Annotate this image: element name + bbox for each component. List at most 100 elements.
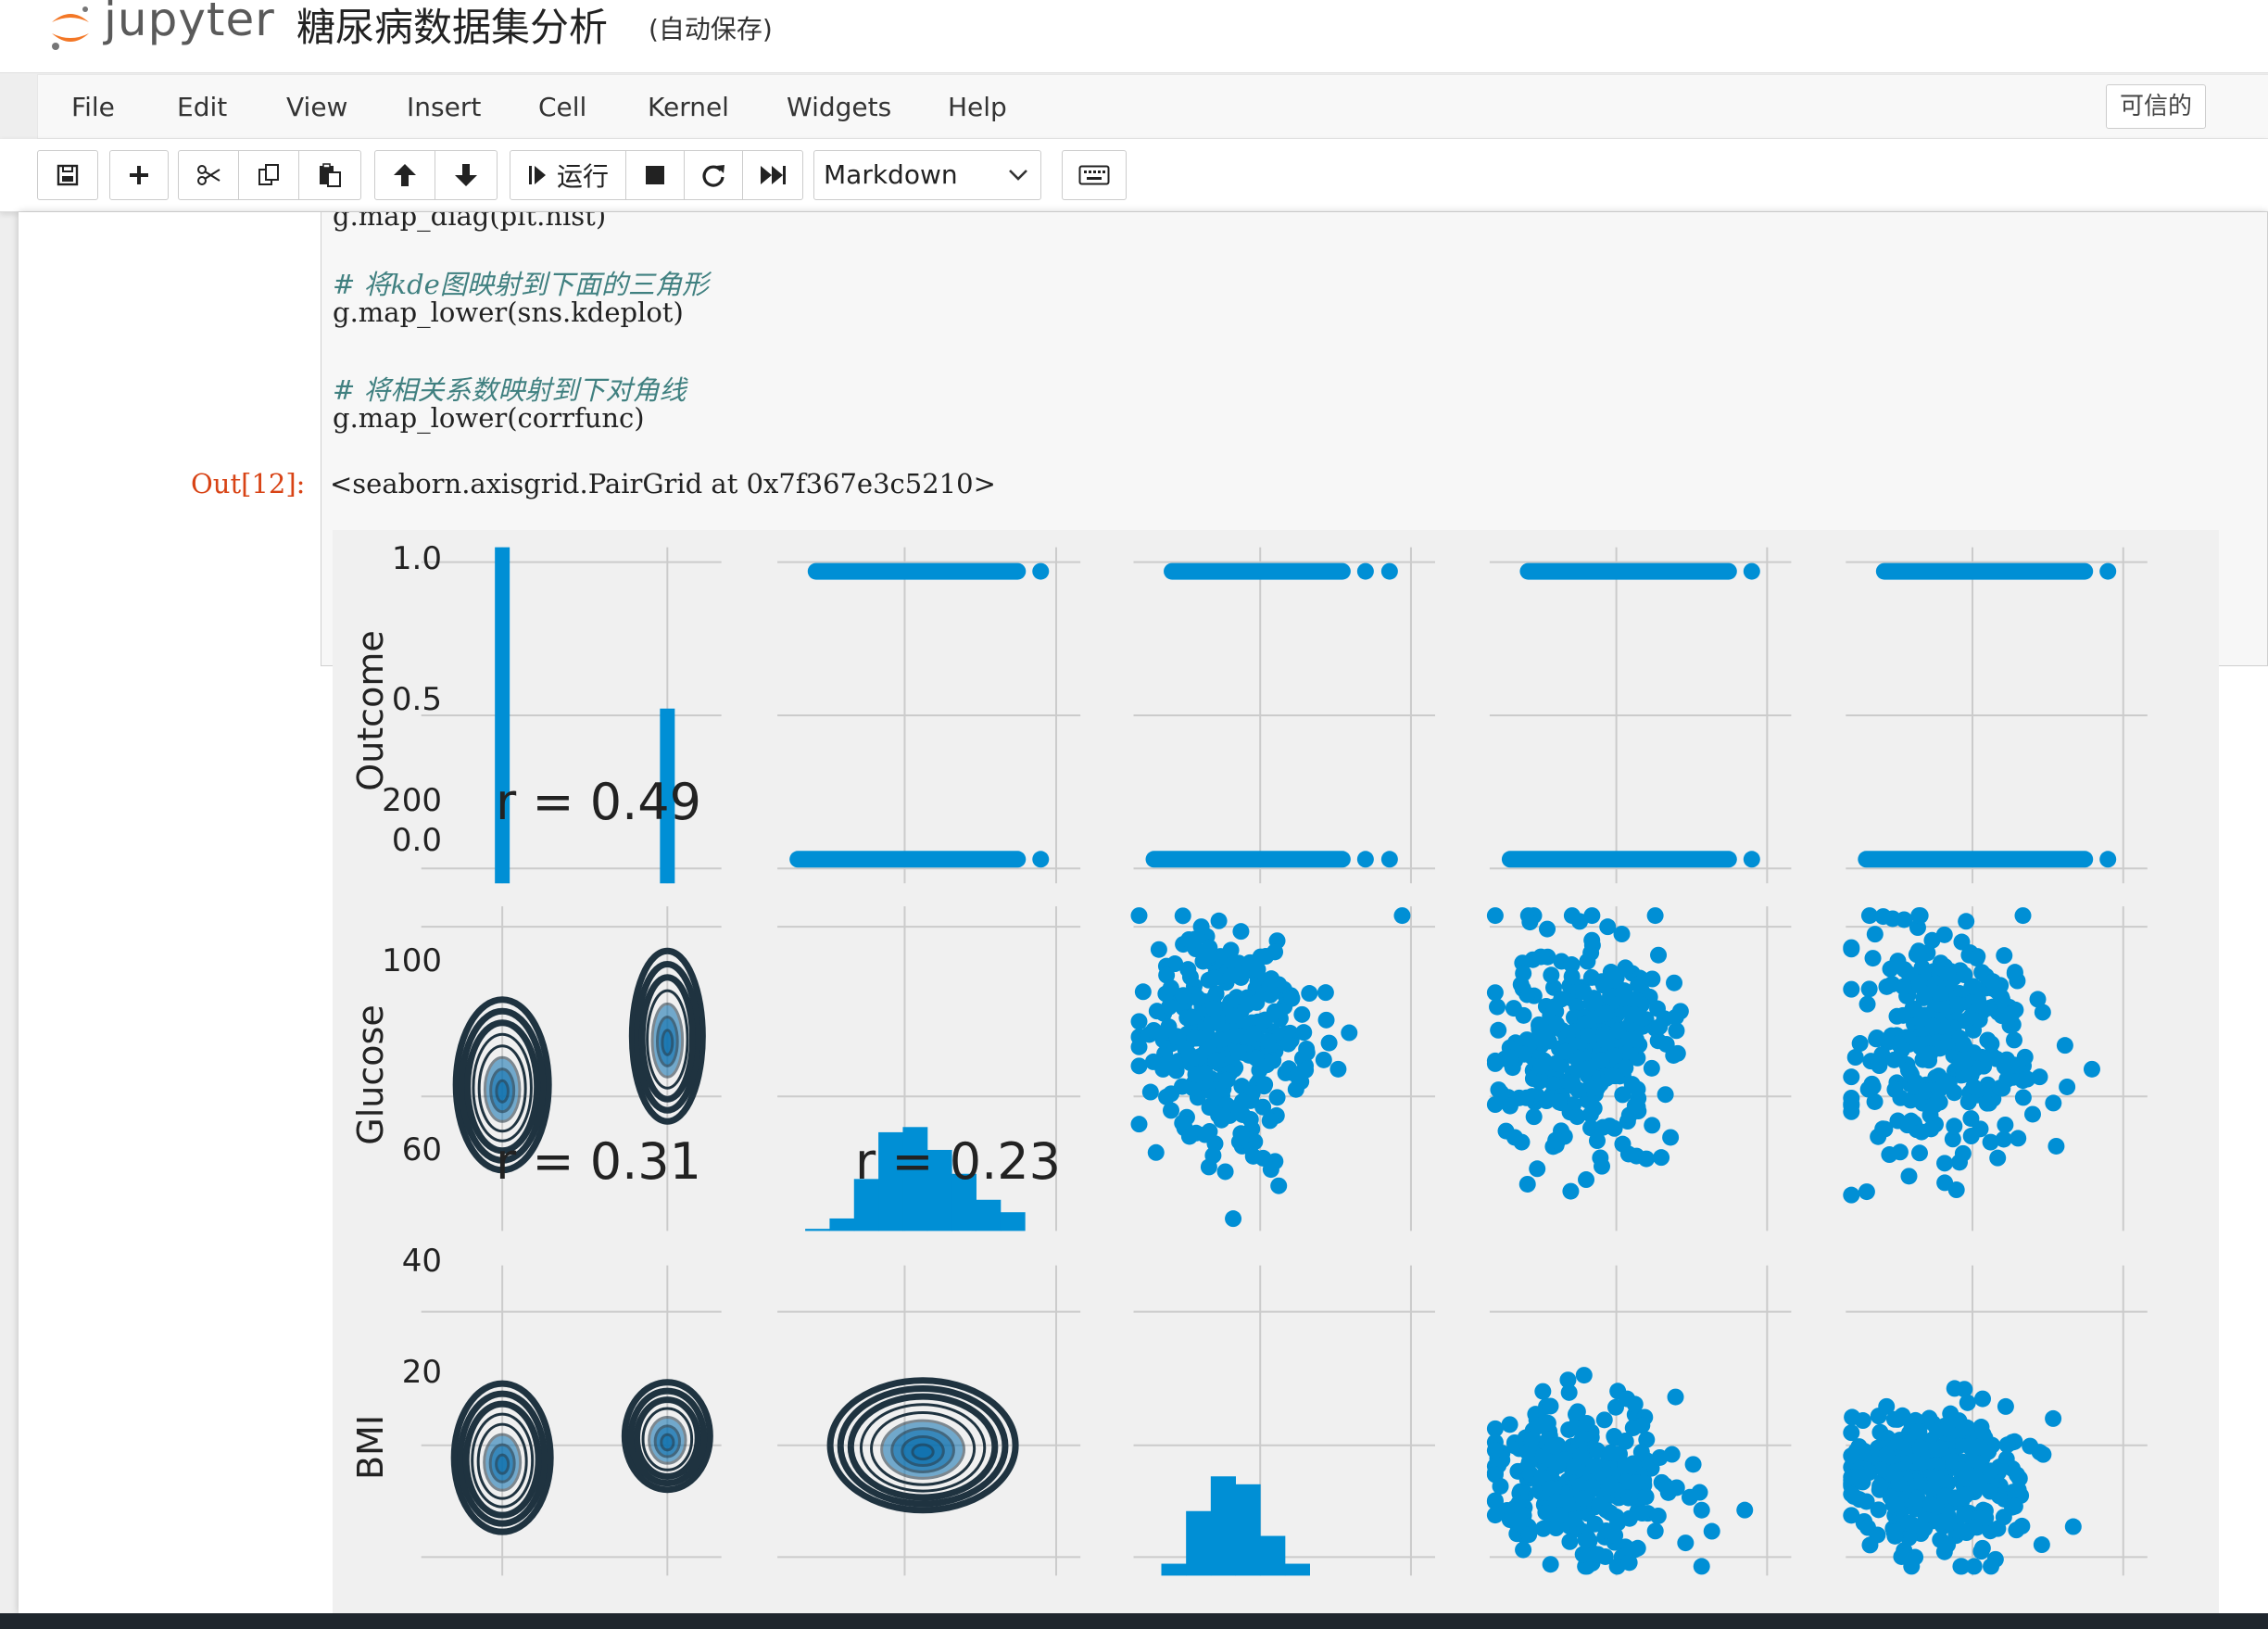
hist-bar (1235, 1484, 1261, 1576)
scatter-point (1492, 1477, 1509, 1495)
scatter-point (1256, 1076, 1274, 1093)
kde-contour (911, 1443, 935, 1461)
interrupt-button[interactable] (625, 150, 685, 200)
scatter-point (1606, 1398, 1624, 1416)
scatter-point (1885, 1523, 1903, 1541)
scatter-point (1162, 979, 1179, 997)
y-tick-label: 200 (382, 782, 442, 819)
scatter-point (1130, 1038, 1148, 1055)
hist-bar (878, 1131, 903, 1231)
scatter-point (1145, 1021, 1163, 1039)
kde-contour (495, 1453, 510, 1475)
scatter-point (1547, 1493, 1565, 1510)
scatter-point (1677, 1534, 1695, 1552)
menu-help[interactable]: Help (948, 92, 1007, 122)
scatter-point (1858, 1493, 1875, 1510)
scatter-point (1851, 1465, 1869, 1483)
hist-bar (1161, 1563, 1187, 1576)
scatter-point (1874, 908, 1892, 926)
scatter-point (1602, 1444, 1619, 1461)
scatter-point (1597, 1004, 1615, 1022)
scatter-point (1523, 1431, 1541, 1448)
scatter-point (1506, 1129, 1523, 1146)
scatter-point (1582, 994, 1600, 1012)
scatter-point (1207, 1052, 1225, 1069)
menu-view[interactable]: View (286, 92, 348, 122)
scatter-point (1982, 1462, 1999, 1480)
scatter-point (1534, 1383, 1552, 1400)
kde-contour (476, 1422, 528, 1500)
scatter-point (1894, 1407, 1911, 1424)
scatter-point (1633, 1505, 1651, 1522)
jupyter-logo-icon[interactable] (44, 0, 96, 56)
scatter-point (1609, 1022, 1627, 1040)
scatter-point (2048, 1137, 2065, 1155)
scatter-point (1560, 1383, 1578, 1401)
scatter-point (1203, 1013, 1221, 1030)
copy-button[interactable] (238, 150, 299, 200)
scatter-point (1561, 1533, 1579, 1550)
scatter-point (1578, 1171, 1595, 1189)
menu-file[interactable]: File (71, 92, 115, 122)
menu-edit[interactable]: Edit (177, 92, 228, 122)
scatter-point (1684, 1456, 1702, 1473)
kde-contour (633, 1396, 701, 1480)
scatter-point (1585, 1458, 1603, 1475)
scatter-point (1529, 1160, 1546, 1178)
scatter-point (1870, 1501, 1887, 1519)
scatter-point (1903, 1552, 1921, 1570)
restart-run-all-button[interactable] (742, 150, 803, 200)
scatter-point (1884, 1496, 1902, 1513)
scatter-point (2045, 1094, 2062, 1112)
scatter-point (1954, 1144, 1972, 1162)
scatter-point (1315, 1051, 1332, 1068)
scatter-point (1531, 1417, 1548, 1434)
scatter-point (1693, 1558, 1710, 1575)
scatter-point (1995, 1130, 2012, 1148)
scatter-point (1997, 1397, 2014, 1415)
scatter-point (1502, 1049, 1519, 1067)
scatter-point (1644, 1117, 1661, 1134)
move-down-button[interactable] (435, 150, 498, 200)
run-button[interactable]: 运行 (510, 150, 626, 200)
save-button[interactable] (37, 150, 98, 200)
scatter-point (1130, 1013, 1148, 1030)
scatter-point (1646, 907, 1664, 925)
scatter-point (1563, 967, 1581, 985)
cell-type-select[interactable]: Markdown (813, 150, 1041, 200)
scatter-point (1130, 1057, 1148, 1075)
menu-widgets[interactable]: Widgets (787, 92, 892, 122)
fast-forward-icon (761, 166, 786, 184)
scatter-point (1297, 1061, 1315, 1079)
scatter-point (1174, 907, 1191, 925)
paste-button[interactable] (298, 150, 361, 200)
jupyter-brand[interactable]: jupyter (104, 0, 275, 46)
code-comment: # 将kde图映射到下面的三角形 (333, 269, 709, 300)
scatter-point (1614, 1135, 1632, 1153)
trusted-indicator[interactable]: 可信的 (2106, 84, 2206, 129)
scatter-point (1982, 1522, 1999, 1540)
scatter-point (1521, 914, 1539, 931)
menu-kernel[interactable]: Kernel (648, 92, 729, 122)
scatter-point (1595, 1411, 1613, 1429)
move-up-button[interactable] (374, 150, 435, 200)
notebook-title[interactable]: 糖尿病数据集分析 (296, 5, 609, 50)
restart-button[interactable] (684, 150, 743, 200)
scatter-point (1668, 1022, 1685, 1040)
scatter-point (1164, 562, 1351, 580)
scatter-point (1617, 1458, 1634, 1475)
command-palette-button[interactable] (1062, 150, 1127, 200)
scatter-point (1545, 998, 1563, 1016)
cut-button[interactable] (178, 150, 239, 200)
scatter-point (2010, 1130, 2027, 1147)
insert-cell-button[interactable] (109, 150, 169, 200)
scatter-point (1569, 1108, 1586, 1126)
menu-cell[interactable]: Cell (538, 92, 587, 122)
scatter-point (2023, 1105, 2041, 1123)
scatter-point (1644, 970, 1661, 988)
scatter-point (807, 562, 1027, 580)
scatter-point (1574, 1490, 1592, 1508)
menu-insert[interactable]: Insert (407, 92, 482, 122)
kde-contour (837, 1384, 1009, 1508)
scatter-point (1298, 1043, 1316, 1061)
